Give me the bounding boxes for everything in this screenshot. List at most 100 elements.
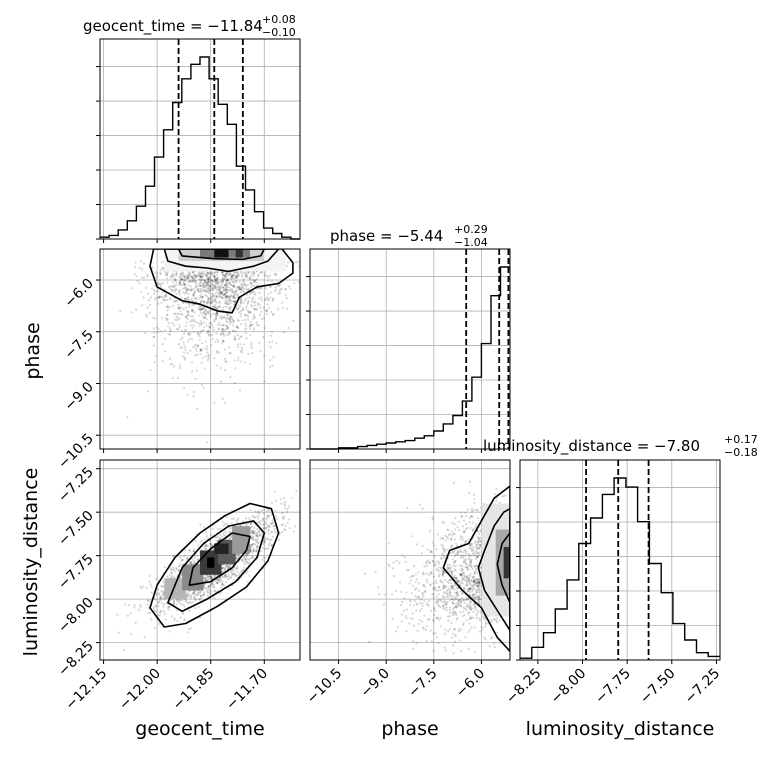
- scatter-point: [226, 320, 229, 323]
- scatter-point: [279, 498, 282, 501]
- scatter-point: [188, 279, 192, 282]
- scatter-point: [146, 603, 149, 606]
- scatter-point: [237, 287, 241, 290]
- scatter-point: [476, 581, 479, 585]
- scatter-point: [442, 604, 445, 607]
- scatter-point: [221, 327, 224, 331]
- scatter-point: [191, 601, 194, 604]
- scatter-point: [172, 276, 175, 279]
- scatter-point: [165, 318, 168, 322]
- y-tick-label: −7.25: [55, 464, 97, 506]
- scatter-point: [219, 538, 222, 541]
- scatter-point: [215, 301, 218, 304]
- scatter-point: [206, 301, 209, 304]
- scatter-point: [232, 285, 235, 288]
- scatter-point: [231, 572, 234, 575]
- scatter-point: [203, 312, 206, 315]
- scatter-point: [252, 316, 256, 319]
- scatter-point: [256, 535, 259, 538]
- scatter-point: [185, 306, 188, 309]
- scatter-point: [477, 595, 480, 599]
- scatter-point: [207, 354, 210, 357]
- scatter-point: [478, 619, 482, 622]
- scatter-point: [262, 540, 265, 543]
- scatter-point: [194, 279, 197, 282]
- scatter-point: [252, 278, 255, 282]
- scatter-point: [149, 296, 152, 299]
- scatter-point: [269, 522, 272, 525]
- scatter-point: [228, 303, 231, 306]
- scatter-point: [226, 279, 229, 283]
- scatter-point: [179, 616, 182, 619]
- scatter-point: [476, 555, 479, 559]
- scatter-point: [463, 554, 466, 558]
- scatter-point: [475, 592, 478, 595]
- scatter-point: [158, 622, 161, 625]
- scatter-point: [227, 312, 230, 315]
- scatter-point: [478, 551, 481, 554]
- scatter-point: [187, 302, 191, 305]
- scatter-point: [469, 544, 472, 547]
- scatter-point: [187, 272, 190, 275]
- scatter-point: [461, 592, 464, 595]
- scatter-point: [435, 560, 438, 563]
- panel-frame: [99, 248, 301, 450]
- scatter-point: [236, 274, 239, 277]
- scatter-point: [230, 287, 233, 290]
- scatter-point: [440, 557, 443, 560]
- scatter-point: [188, 609, 191, 612]
- scatter-point: [233, 578, 236, 582]
- scatter-point: [163, 299, 167, 302]
- scatter-point: [471, 585, 474, 588]
- scatter-point: [473, 607, 476, 610]
- scatter-point: [157, 614, 160, 617]
- scatter-point: [158, 597, 161, 600]
- scatter-point: [475, 547, 479, 550]
- scatter-point: [250, 285, 253, 289]
- scatter-point: [221, 397, 225, 400]
- scatter-point: [252, 543, 255, 546]
- scatter-point: [453, 627, 456, 631]
- scatter-point: [423, 565, 426, 568]
- scatter-point: [204, 274, 207, 277]
- scatter-point: [225, 278, 228, 281]
- scatter-point: [146, 273, 149, 277]
- scatter-point: [213, 357, 216, 360]
- scatter-point: [230, 522, 233, 525]
- scatter-point: [221, 286, 224, 289]
- scatter-point: [207, 273, 211, 276]
- scatter-point: [147, 612, 150, 615]
- scatter-point: [399, 581, 402, 584]
- scatter-point: [415, 609, 418, 612]
- scatter-point: [157, 604, 160, 608]
- scatter-point: [476, 599, 479, 602]
- scatter-point: [465, 608, 468, 611]
- scatter-point: [462, 560, 466, 563]
- scatter-point: [226, 578, 229, 581]
- scatter-point: [452, 606, 455, 610]
- scatter-point: [459, 590, 462, 593]
- scatter-point: [443, 548, 446, 551]
- scatter-point: [181, 313, 184, 316]
- scatter-point: [221, 583, 224, 586]
- scatter-point: [232, 296, 236, 299]
- scatter-point: [457, 630, 461, 633]
- scatter-point: [262, 317, 266, 320]
- scatter-point: [269, 291, 273, 294]
- scatter-point: [169, 276, 172, 279]
- scatter-point: [476, 541, 480, 545]
- scatter-point: [439, 599, 443, 602]
- scatter-point: [207, 353, 210, 357]
- scatter-point: [256, 545, 259, 548]
- contour-group: [149, 249, 294, 314]
- scatter-point: [270, 501, 274, 504]
- scatter-point: [159, 595, 162, 599]
- scatter-point: [248, 276, 251, 280]
- scatter-point: [239, 312, 243, 315]
- scatter-point: [449, 565, 452, 569]
- scatter-point: [200, 322, 203, 325]
- scatter-point: [244, 283, 247, 287]
- scatter-point: [239, 288, 243, 291]
- scatter-point: [178, 290, 181, 293]
- scatter-point: [170, 615, 173, 618]
